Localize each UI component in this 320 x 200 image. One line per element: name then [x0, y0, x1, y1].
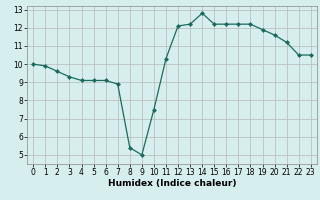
X-axis label: Humidex (Indice chaleur): Humidex (Indice chaleur) — [108, 179, 236, 188]
